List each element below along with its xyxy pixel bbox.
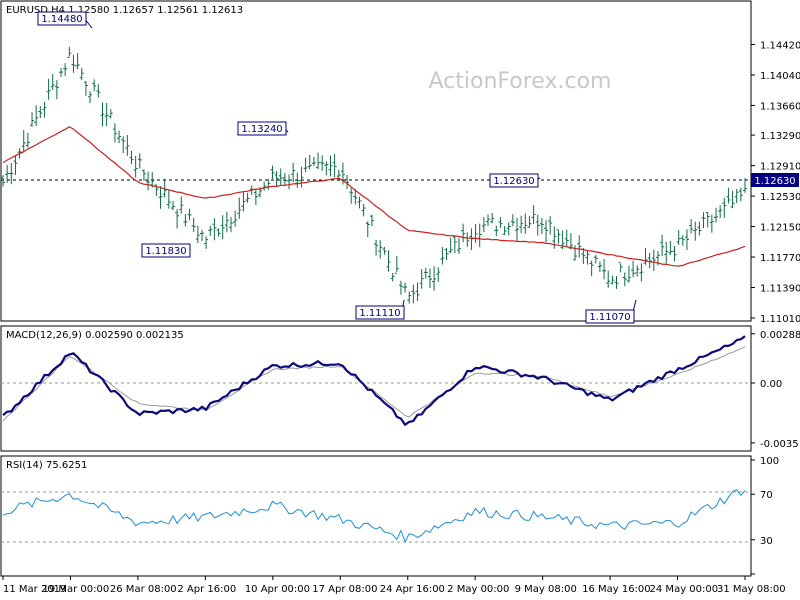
callout-box [37,11,87,26]
x-tick-label: 2 May 00:00 [447,584,509,595]
rsi-line [2,489,746,543]
macd-tick-label: 0.00 [760,379,782,390]
callout-box [585,309,635,324]
macd-tick-label: -0.0035 [760,439,799,450]
price-tick-label: 1.13660 [760,101,800,112]
price-tick-label: 1.11010 [760,314,800,325]
macd-tick-label: 0.00288 [760,330,800,341]
x-tick-label: 10 Apr 00:00 [245,584,310,595]
x-tick-label: 26 Mar 08:00 [110,584,177,595]
price-tick-label: 1.14040 [760,71,800,82]
callout-box [237,121,287,136]
x-tick-label: 24 Apr 16:00 [380,584,445,595]
price-callout: 1.13240 [237,121,289,136]
x-tick-label: 31 May 08:00 [717,584,786,595]
rsi-tick-label: 100 [760,456,779,467]
watermark: ActionForex.com [429,69,612,94]
price-tick-label: 1.13290 [760,131,800,142]
x-tick-label: 17 Apr 08:00 [312,584,377,595]
price-callouts: 1.14480 1.13240 1.11830 1.12630 1.11110 1.110… [37,11,637,324]
current-price-box [751,173,799,187]
rsi-y-axis: 100 70 30 [751,456,779,575]
x-tick-label: 24 May 00:00 [650,584,719,595]
callout-box [355,305,405,320]
callout-label: 1.14480 [41,14,82,25]
price-tick-label: 1.11390 [760,284,800,295]
callout-label: 1.12630 [493,176,534,187]
price-tick-label: 1.12150 [760,223,800,234]
callout-box [141,243,191,258]
price-header: EURUSD,H4 1.12580 1.12657 1.12561 1.1261… [6,5,243,16]
price-tick-label: 1.12910 [760,162,800,173]
macd-panel [0,325,752,452]
macd-main-line [2,335,746,427]
macd-header: MACD(12,26,9) 0.002590 0.002135 [6,330,184,341]
callout-label: 1.13240 [241,124,282,135]
price-callout: 1.12630 [489,173,541,188]
price-callout: 1.14480 [37,11,93,29]
x-tick-label: 11 Mar 2019 [3,584,66,595]
macd-y-axis: 0.00288 0.00 -0.0035 [751,330,800,450]
x-tick-label: 2 Apr 16:00 [177,584,236,595]
current-price-label: 1.12630 [754,176,795,187]
rsi-tick-label: 30 [760,536,773,547]
callout-label: 1.11830 [145,246,186,257]
rsi-header: RSI(14) 75.6251 [6,460,87,471]
x-tick-label: 9 May 08:00 [515,584,577,595]
price-y-axis: 1.14420 1.14040 1.13660 1.13290 1.12910 1.125… [751,40,800,325]
price-tick-label: 1.14420 [760,40,800,51]
x-tick-label: 16 May 16:00 [582,584,651,595]
price-panel [0,0,752,322]
price-callout: 1.11070 [585,299,637,324]
price-tick-label: 1.11770 [760,253,800,264]
x-tick-label: 19 Mar 00:00 [42,584,109,595]
callout-label: 1.11110 [359,308,400,319]
callout-box [489,173,539,188]
rsi-panel [0,455,752,577]
moving-average-line [2,126,746,267]
price-callout: 1.11110 [355,299,405,320]
callout-label: 1.11070 [589,312,630,323]
rsi-tick-label: 70 [760,490,773,501]
price-tick-label: 1.12530 [760,192,800,203]
price-callout: 1.11830 [141,243,191,258]
